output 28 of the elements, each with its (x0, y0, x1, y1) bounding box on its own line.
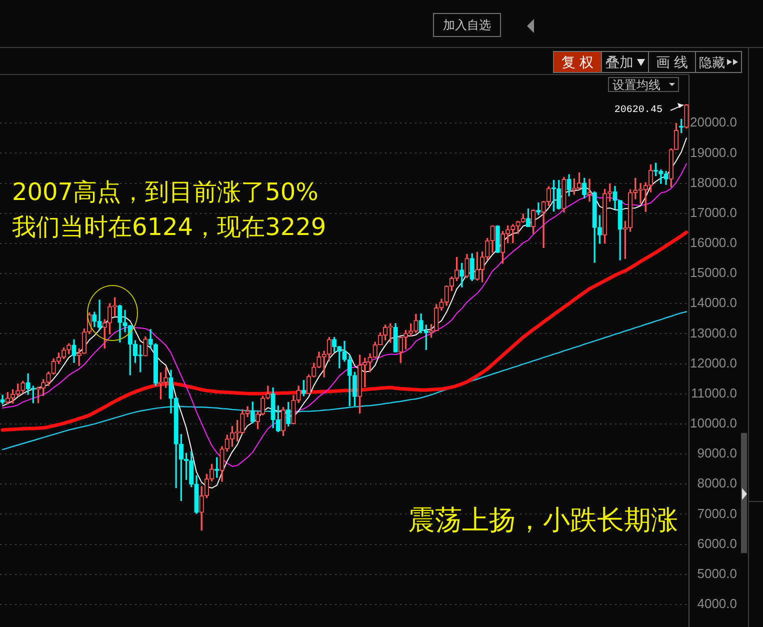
watchlist-button: 加入自选 (433, 13, 501, 37)
y-tick-label: 16000.0 (690, 235, 737, 250)
y-tick-label: 9000.0 (697, 446, 737, 461)
y-tick-label: 15000.0 (690, 265, 737, 280)
adjust-button: 复 权 (553, 51, 602, 73)
y-tick-label: 20000.0 (690, 114, 737, 130)
y-tick-label: 11000.0 (690, 385, 737, 400)
y-tick-label: 13000.0 (690, 325, 737, 340)
annotation: 2007高点，到目前涨了50% (12, 178, 318, 207)
annotation: 设置均线 (612, 78, 660, 92)
y-tick-label: 8000.0 (697, 476, 737, 491)
y-tick-label: 10000.0 (690, 416, 737, 431)
annotation: 20620.45 (614, 105, 662, 116)
y-tick-label: 7000.0 (697, 506, 737, 521)
y-tick-label: 12000.0 (690, 355, 737, 370)
y-tick-label: 19000.0 (690, 144, 737, 160)
y-tick-label: 18000.0 (690, 174, 737, 190)
settings-dropdown: 设置均线 (608, 77, 679, 92)
draw-button: 画 线 (648, 51, 696, 73)
annotation: 我们当时在6124，现在3229 (12, 213, 326, 242)
y-tick-label: 6000.0 (697, 536, 737, 551)
y-tick-label: 4000.0 (697, 596, 737, 612)
hide-button: 隐藏 (695, 51, 742, 73)
y-tick-label: 17000.0 (690, 204, 737, 220)
annotation: 震荡上扬，小跌长期涨 (408, 505, 678, 536)
y-tick-label: 14000.0 (690, 295, 737, 310)
y-tick-label: 5000.0 (697, 566, 737, 581)
overlay-button: 叠加 (601, 51, 649, 73)
